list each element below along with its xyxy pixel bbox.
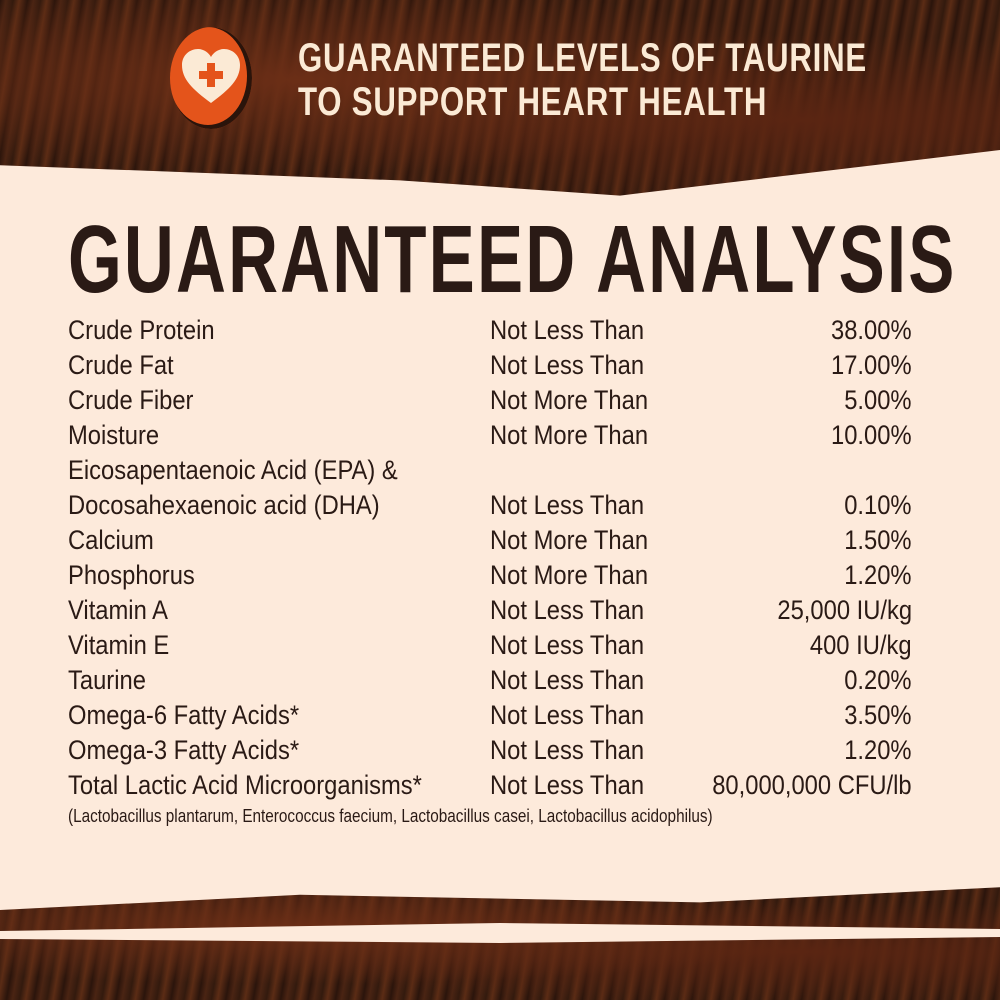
row-label: Total Lactic Acid Microorganisms* bbox=[68, 770, 422, 800]
row-condition: Not More Than bbox=[490, 420, 649, 450]
row-value: 400 IU/kg bbox=[810, 630, 912, 660]
row-value: 10.00% bbox=[831, 420, 912, 450]
row-value: 17.00% bbox=[831, 350, 912, 380]
row-value: 1.20% bbox=[844, 735, 912, 765]
row-value: 0.10% bbox=[844, 490, 912, 520]
table-row: Total Lactic Acid Microorganisms* Not Les… bbox=[68, 770, 912, 805]
table-row: Eicosapentaenoic Acid (EPA) & bbox=[68, 455, 912, 490]
table-row: Moisture Not More Than 10.00% bbox=[68, 420, 912, 455]
footnote: (Lactobacillus plantarum, Enterococcus f… bbox=[68, 806, 713, 826]
heart-plus-icon bbox=[182, 49, 240, 103]
row-condition: Not More Than bbox=[490, 525, 649, 555]
row-label: Crude Fiber bbox=[68, 385, 194, 415]
row-value: 1.50% bbox=[844, 525, 912, 555]
table-row: Vitamin A Not Less Than 25,000 IU/kg bbox=[68, 595, 912, 630]
row-condition: Not Less Than bbox=[490, 490, 645, 520]
row-label: Vitamin A bbox=[68, 595, 168, 625]
row-label: Docosahexaenoic acid (DHA) bbox=[68, 490, 380, 520]
row-value: 0.20% bbox=[844, 665, 912, 695]
table-row: Crude Fiber Not More Than 5.00% bbox=[68, 385, 912, 420]
row-condition: Not Less Than bbox=[490, 770, 645, 800]
row-condition: Not Less Than bbox=[490, 700, 645, 730]
table-row: Omega-6 Fatty Acids* Not Less Than 3.50% bbox=[68, 700, 912, 735]
row-label: Omega-3 Fatty Acids* bbox=[68, 735, 300, 765]
row-condition: Not Less Than bbox=[490, 735, 645, 765]
row-condition: Not Less Than bbox=[490, 350, 645, 380]
table-row: Calcium Not More Than 1.50% bbox=[68, 525, 912, 560]
row-label: Crude Fat bbox=[68, 350, 174, 380]
table-row: Docosahexaenoic acid (DHA) Not Less Than 0… bbox=[68, 490, 912, 525]
row-condition: Not Less Than bbox=[490, 595, 645, 625]
table-row: Phosphorus Not More Than 1.20% bbox=[68, 560, 912, 595]
heart-badge bbox=[170, 27, 252, 129]
row-label: Phosphorus bbox=[68, 560, 195, 590]
header-line-2: TO SUPPORT HEART HEALTH bbox=[298, 80, 768, 124]
row-condition: Not More Than bbox=[490, 560, 649, 590]
row-label: Vitamin E bbox=[68, 630, 170, 660]
row-condition: Not More Than bbox=[490, 385, 649, 415]
row-value: 5.00% bbox=[844, 385, 912, 415]
table-row: Crude Protein Not Less Than 38.00% bbox=[68, 315, 912, 350]
row-label: Crude Protein bbox=[68, 315, 215, 345]
row-label: Moisture bbox=[68, 420, 160, 450]
analysis-panel bbox=[0, 150, 1000, 910]
row-value: 80,000,000 CFU/lb bbox=[712, 770, 912, 800]
header-text: GUARANTEED LEVELS OF TAURINE TO SUPPORT … bbox=[298, 36, 867, 124]
row-value: 38.00% bbox=[831, 315, 912, 345]
analysis-table: Crude Protein Not Less Than 38.00% Crude Fa… bbox=[68, 315, 912, 805]
row-label: Omega-6 Fatty Acids* bbox=[68, 700, 300, 730]
row-label: Calcium bbox=[68, 525, 154, 555]
table-row: Crude Fat Not Less Than 17.00% bbox=[68, 350, 912, 385]
wood-background-top bbox=[0, 0, 1000, 200]
row-value: 1.20% bbox=[844, 560, 912, 590]
cream-stripe bbox=[0, 923, 1000, 943]
header-line-1: GUARANTEED LEVELS OF TAURINE bbox=[298, 36, 868, 80]
row-condition: Not Less Than bbox=[490, 315, 645, 345]
row-label: Eicosapentaenoic Acid (EPA) & bbox=[68, 455, 398, 485]
table-row: Vitamin E Not Less Than 400 IU/kg bbox=[68, 630, 912, 665]
table-row: Taurine Not Less Than 0.20% bbox=[68, 665, 912, 700]
page-title: GUARANTEED ANALYSIS bbox=[68, 206, 957, 313]
row-condition: Not Less Than bbox=[490, 630, 645, 660]
row-label: Taurine bbox=[68, 665, 146, 695]
table-row: Omega-3 Fatty Acids* Not Less Than 1.20% bbox=[68, 735, 912, 770]
row-value: 25,000 IU/kg bbox=[777, 595, 912, 625]
row-condition: Not Less Than bbox=[490, 665, 645, 695]
row-value: 3.50% bbox=[844, 700, 912, 730]
